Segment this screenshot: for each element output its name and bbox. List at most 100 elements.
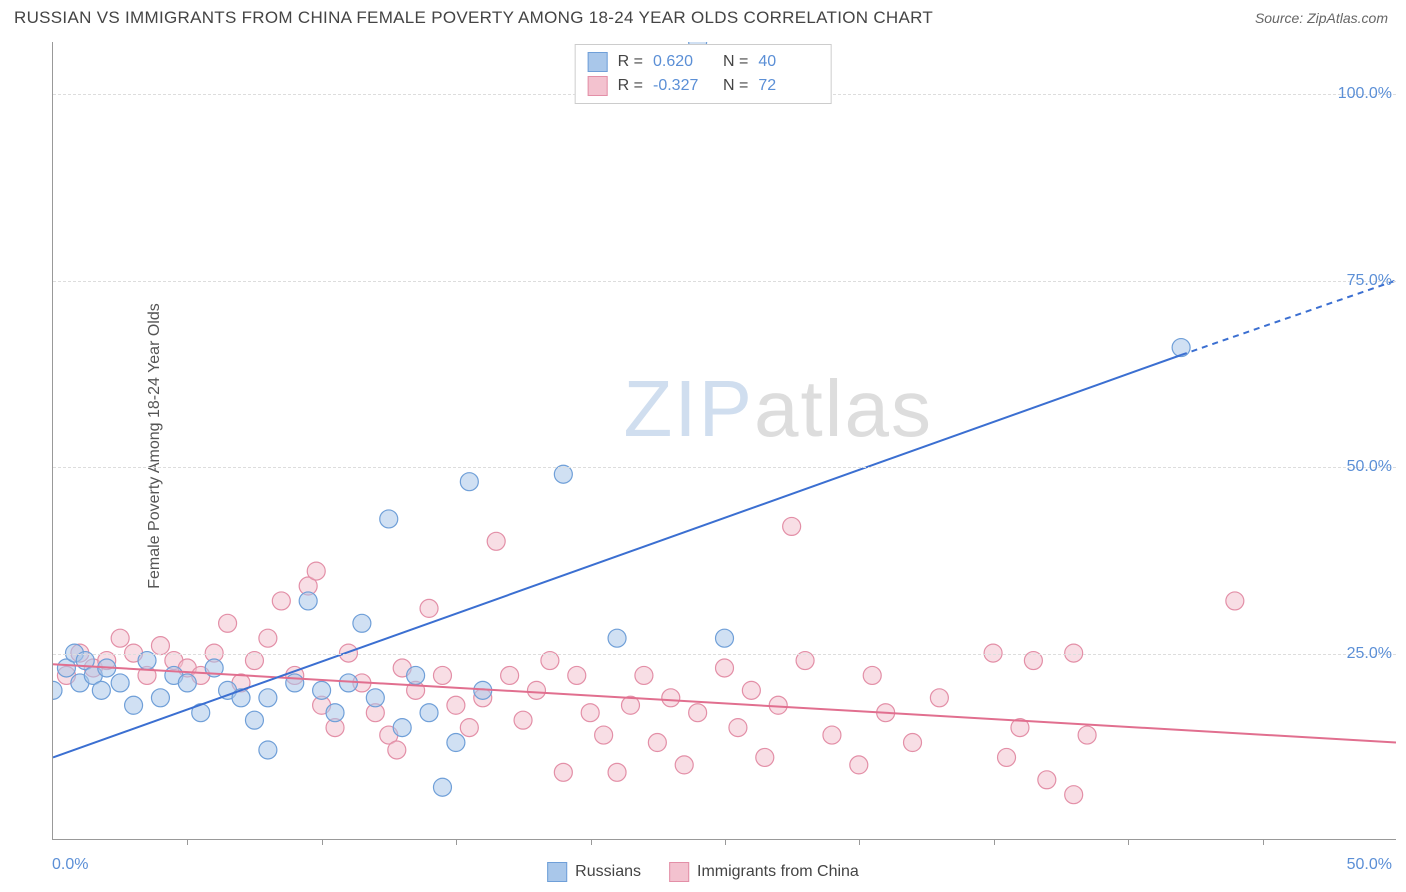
r-value: 0.620 [653, 50, 713, 74]
scatter-point [501, 666, 519, 684]
x-tick [859, 839, 860, 845]
y-tick-label: 100.0% [1338, 85, 1392, 103]
scatter-point [904, 734, 922, 752]
scatter-point [151, 689, 169, 707]
y-tick-label: 75.0% [1347, 272, 1392, 290]
scatter-point [353, 614, 371, 632]
r-value: -0.327 [653, 74, 713, 98]
y-tick-label: 50.0% [1347, 458, 1392, 476]
scatter-point [527, 681, 545, 699]
scatter-point [689, 704, 707, 722]
x-tick [591, 839, 592, 845]
legend-swatch [547, 862, 567, 882]
scatter-point [313, 681, 331, 699]
scatter-point [1038, 771, 1056, 789]
r-label: R = [618, 74, 643, 98]
legend-row: R = -0.327 N = 72 [588, 74, 819, 98]
header: RUSSIAN VS IMMIGRANTS FROM CHINA FEMALE … [0, 0, 1406, 34]
scatter-point [514, 711, 532, 729]
legend-label: Immigrants from China [697, 863, 859, 881]
scatter-point [388, 741, 406, 759]
x-tick [1128, 839, 1129, 845]
scatter-point [326, 704, 344, 722]
x-tick [322, 839, 323, 845]
x-tick [1263, 839, 1264, 845]
gridline [53, 281, 1396, 282]
scatter-point [178, 674, 196, 692]
scatter-point [729, 719, 747, 737]
scatter-point [554, 763, 572, 781]
chart-plot-area: ZIPatlas [52, 42, 1396, 840]
scatter-point [1226, 592, 1244, 610]
scatter-point [366, 689, 384, 707]
scatter-point [433, 666, 451, 684]
scatter-point [608, 763, 626, 781]
scatter-point [863, 666, 881, 684]
scatter-point [433, 778, 451, 796]
scatter-point [595, 726, 613, 744]
chart-title: RUSSIAN VS IMMIGRANTS FROM CHINA FEMALE … [14, 8, 933, 28]
scatter-point [53, 681, 62, 699]
x-axis-max-label: 50.0% [1347, 856, 1392, 874]
scatter-point [823, 726, 841, 744]
y-tick-label: 25.0% [1347, 645, 1392, 663]
scatter-point [407, 666, 425, 684]
gridline [53, 467, 1396, 468]
scatter-point [339, 674, 357, 692]
scatter-point [608, 629, 626, 647]
scatter-point [219, 614, 237, 632]
legend-item: Russians [547, 862, 641, 882]
x-tick [725, 839, 726, 845]
scatter-point [1078, 726, 1096, 744]
trend-line-dashed [1181, 280, 1396, 355]
scatter-point [581, 704, 599, 722]
scatter-point [1065, 786, 1083, 804]
scatter-point [635, 666, 653, 684]
scatter-point [380, 510, 398, 528]
series-legend: Russians Immigrants from China [547, 862, 859, 882]
scatter-point [307, 562, 325, 580]
scatter-point [232, 689, 250, 707]
legend-swatch [588, 52, 608, 72]
scatter-point [420, 704, 438, 722]
scatter-point [111, 629, 129, 647]
legend-row: R = 0.620 N = 40 [588, 50, 819, 74]
scatter-point [850, 756, 868, 774]
legend-swatch [669, 862, 689, 882]
scatter-point [447, 734, 465, 752]
x-tick [994, 839, 995, 845]
gridline [53, 654, 1396, 655]
scatter-point [259, 629, 277, 647]
r-label: R = [618, 50, 643, 74]
legend-swatch [588, 76, 608, 96]
x-tick [456, 839, 457, 845]
scatter-point [716, 659, 734, 677]
n-value: 40 [758, 50, 818, 74]
scatter-point [930, 689, 948, 707]
scatter-point [259, 689, 277, 707]
scatter-point [393, 719, 411, 737]
scatter-point [286, 674, 304, 692]
scatter-point [568, 666, 586, 684]
scatter-point [92, 681, 110, 699]
scatter-point [756, 748, 774, 766]
scatter-point [460, 719, 478, 737]
correlation-legend: R = 0.620 N = 40 R = -0.327 N = 72 [575, 44, 832, 104]
scatter-point [111, 674, 129, 692]
scatter-point [487, 532, 505, 550]
scatter-point [998, 748, 1016, 766]
scatter-point [716, 629, 734, 647]
x-axis-origin-label: 0.0% [52, 856, 88, 874]
n-value: 72 [758, 74, 818, 98]
scatter-point [447, 696, 465, 714]
source-attribution: Source: ZipAtlas.com [1255, 10, 1388, 26]
scatter-point [460, 473, 478, 491]
scatter-point [783, 517, 801, 535]
scatter-point [125, 696, 143, 714]
n-label: N = [723, 50, 748, 74]
scatter-point [151, 637, 169, 655]
scatter-point [675, 756, 693, 774]
n-label: N = [723, 74, 748, 98]
x-tick [187, 839, 188, 845]
scatter-plot [53, 42, 1396, 839]
